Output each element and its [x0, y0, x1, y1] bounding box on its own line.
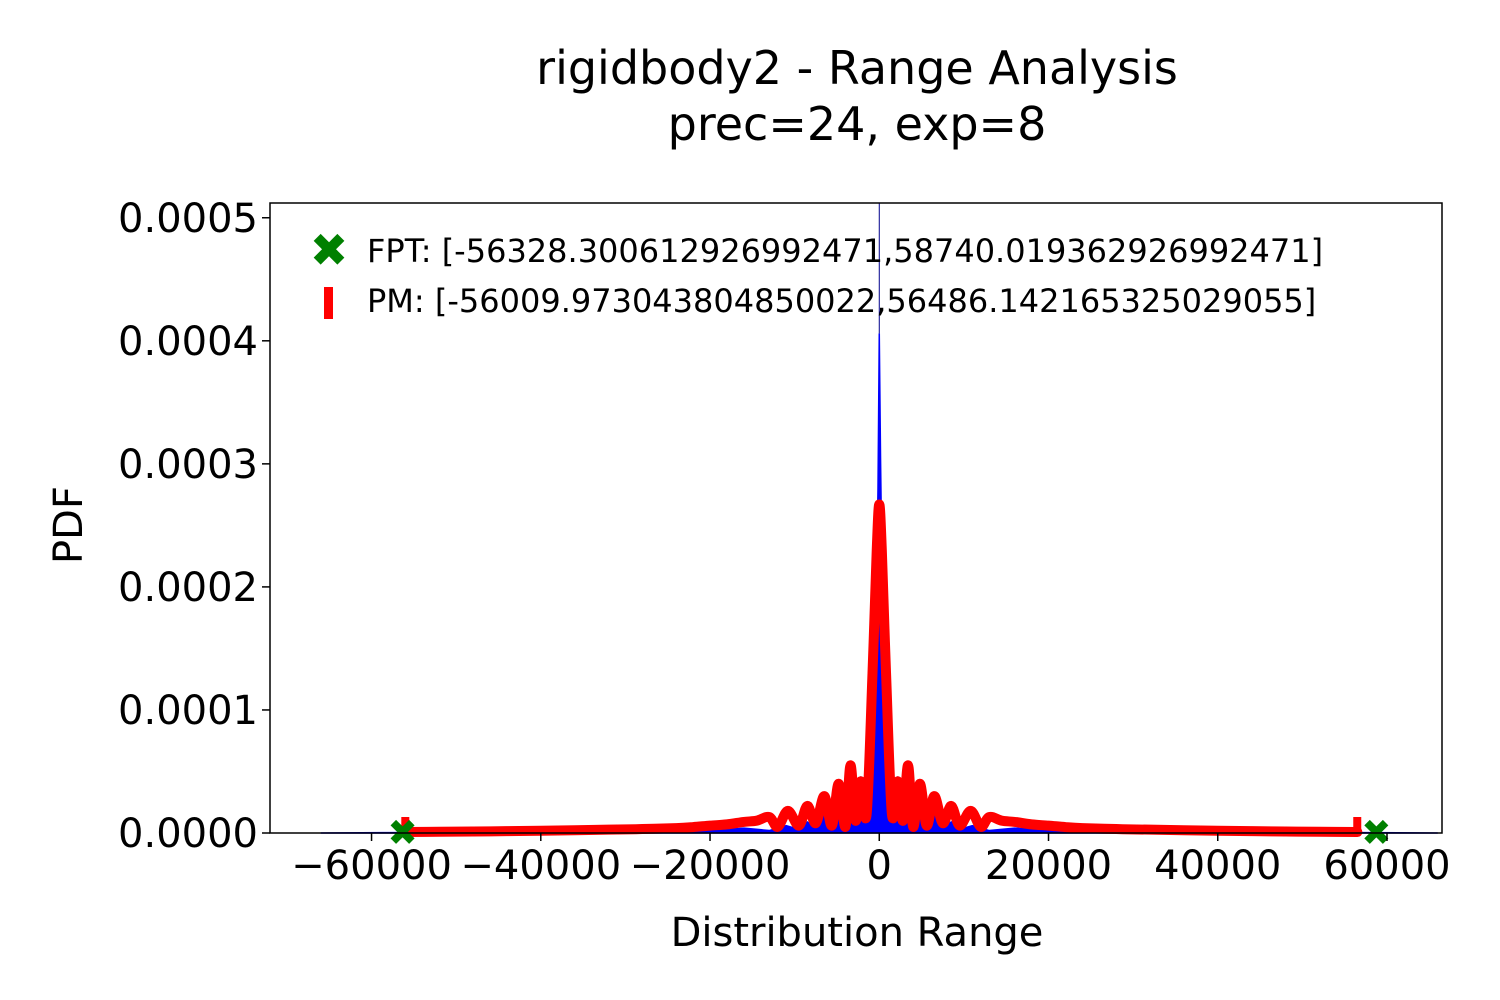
chart-title: rigidbody2 - Range Analysis: [536, 41, 1178, 95]
legend-pm-bar-icon: [324, 287, 333, 319]
legend-pm-label: PM: [-56009.973043804850022,56486.142165…: [367, 282, 1316, 320]
y-tick-label: 0.0005: [118, 196, 258, 242]
chart-subtitle: prec=24, exp=8: [668, 97, 1047, 151]
x-tick-label: 20000: [985, 843, 1112, 889]
pm-lower-marker: [401, 817, 410, 833]
x-axis-label: Distribution Range: [671, 910, 1044, 956]
legend-item-pm: PM: [-56009.973043804850022,56486.142165…: [324, 282, 1316, 320]
x-tick-label: 0: [867, 843, 892, 889]
pm-upper-marker: [1353, 817, 1362, 833]
plot-background: [270, 203, 1442, 833]
y-axis-label: PDF: [46, 486, 92, 564]
x-tick-label: 40000: [1154, 843, 1281, 889]
y-tick-label: 0.0000: [118, 811, 258, 857]
x-tick-label: 60000: [1323, 843, 1450, 889]
y-tick-label: 0.0003: [118, 442, 258, 488]
plot-frame: [269, 202, 1443, 834]
pm-curve-line: [400, 499, 1363, 838]
legend-item-fpt: ✖ FPT: [-56328.300612926992471,58740.019…: [310, 223, 1323, 277]
legend-fpt-x-icon: ✖: [310, 223, 349, 277]
y-axis: 0.0000 0.0001 0.0002 0.0003 0.0004 0.0005: [118, 196, 270, 857]
x-tick-label: −40000: [460, 843, 621, 889]
x-axis: −60000 −40000 −20000 0 20000 40000 60000: [291, 833, 1451, 889]
plot-area: ✖ ✖: [269, 202, 1443, 854]
x-tick-label: −20000: [630, 843, 791, 889]
y-tick-label: 0.0004: [118, 319, 258, 365]
legend: ✖ FPT: [-56328.300612926992471,58740.019…: [310, 223, 1323, 320]
y-tick-label: 0.0001: [118, 688, 258, 734]
x-tick-label: −60000: [291, 843, 452, 889]
pm-curve-layer: [400, 499, 1363, 838]
y-tick-label: 0.0002: [118, 565, 258, 611]
legend-fpt-label: FPT: [-56328.300612926992471,58740.01936…: [367, 232, 1323, 270]
